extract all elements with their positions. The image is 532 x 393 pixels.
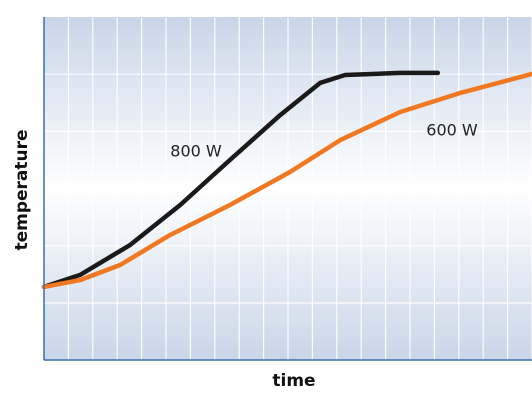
lines [41, 70, 532, 290]
series-label: 800 W [170, 142, 222, 161]
series-label: 600 W [426, 121, 478, 140]
line-series [41, 70, 441, 290]
grid [44, 17, 532, 360]
y-axis-title: temperature [12, 129, 32, 250]
x-axis-title: time [272, 371, 315, 391]
line-series [41, 71, 532, 290]
